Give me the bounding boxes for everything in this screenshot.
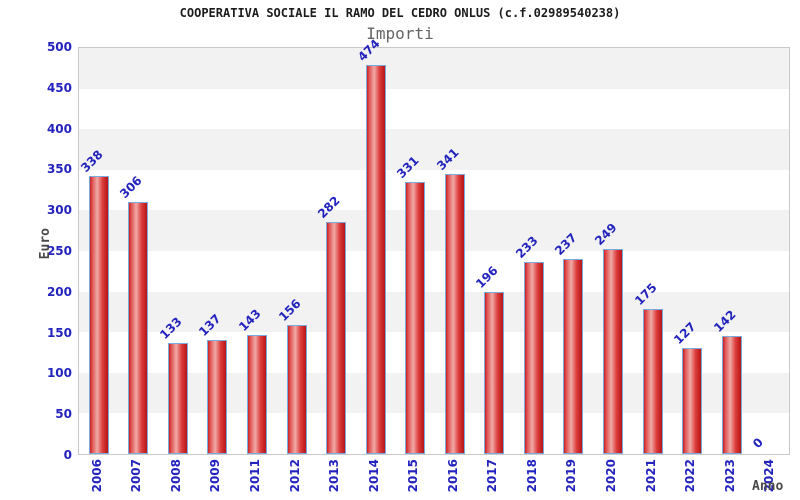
grid-band <box>79 251 789 292</box>
bar-2019 <box>563 259 583 454</box>
bar-2014 <box>366 65 386 454</box>
y-tick-label: 150 <box>46 325 72 340</box>
bar-2011 <box>247 335 267 454</box>
y-tick-label: 300 <box>46 203 72 218</box>
grid-band <box>79 332 789 373</box>
y-axis-ticks: 0 50 100 150 200 250 300 350 400 450 500 <box>0 40 72 462</box>
plot-area: 338 306 133 137 143 156 282 474 331 341 196 233 237 2… <box>78 36 790 455</box>
bar-2017 <box>484 292 504 454</box>
x-tick-label: 2019 <box>564 459 578 493</box>
x-tick-label: 2015 <box>406 459 420 493</box>
x-tick-label: 2022 <box>683 459 697 493</box>
x-tick-label: 2007 <box>129 459 143 493</box>
chart-subtitle: Importi <box>366 24 434 43</box>
bar-2022 <box>682 348 702 454</box>
y-tick-label: 200 <box>46 284 72 299</box>
y-tick-label: 400 <box>46 121 72 136</box>
bar-2007 <box>128 202 148 454</box>
grid-band <box>79 129 789 170</box>
bar-2009 <box>207 340 227 454</box>
x-axis-title: Anno <box>752 479 784 494</box>
y-tick-label: 100 <box>46 366 72 381</box>
x-axis-ticks: 2006 2007 2008 2009 2011 2012 2013 2014 2015 2016… <box>78 459 790 500</box>
x-tick-label: 2008 <box>169 459 183 493</box>
y-tick-label: 500 <box>46 40 72 54</box>
y-tick-label: 250 <box>46 244 72 258</box>
bar-2006 <box>89 176 109 454</box>
y-tick-label: 350 <box>46 162 72 177</box>
y-axis-title: Euro <box>38 228 53 260</box>
y-tick-label: 450 <box>46 80 72 95</box>
bar-2023 <box>722 336 742 454</box>
y-tick-label: 0 <box>63 448 72 462</box>
bar-2012 <box>287 325 307 454</box>
x-tick-label: 2021 <box>644 459 658 493</box>
grid-band <box>79 169 789 211</box>
x-tick-label: 2020 <box>604 459 618 493</box>
bar-2008 <box>168 343 188 454</box>
x-tick-label: 2013 <box>327 459 341 493</box>
chart-title: COOPERATIVA SOCIALE IL RAMO DEL CEDRO ON… <box>179 6 621 20</box>
grid-band <box>79 48 789 89</box>
bar-2016 <box>445 174 465 454</box>
grid-band <box>79 210 789 251</box>
bar-2021 <box>643 309 663 454</box>
x-tick-label: 2009 <box>208 459 222 493</box>
x-tick-label: 2017 <box>485 459 499 493</box>
grid-band <box>79 88 789 130</box>
x-tick-label: 2012 <box>288 459 302 493</box>
bar-2015 <box>405 182 425 454</box>
bar-2020 <box>603 249 623 454</box>
x-tick-label: 2006 <box>90 459 104 493</box>
grid-band <box>79 372 789 414</box>
bar-2013 <box>326 222 346 454</box>
grid-band <box>79 413 789 454</box>
x-tick-label: 2014 <box>367 459 381 493</box>
bar-2018 <box>524 262 544 454</box>
x-tick-label: 2023 <box>723 459 737 493</box>
x-tick-label: 2011 <box>248 459 262 493</box>
y-tick-label: 50 <box>55 407 72 422</box>
x-tick-label: 2018 <box>525 459 539 493</box>
grid-band <box>79 291 789 333</box>
x-tick-label: 2016 <box>446 459 460 493</box>
